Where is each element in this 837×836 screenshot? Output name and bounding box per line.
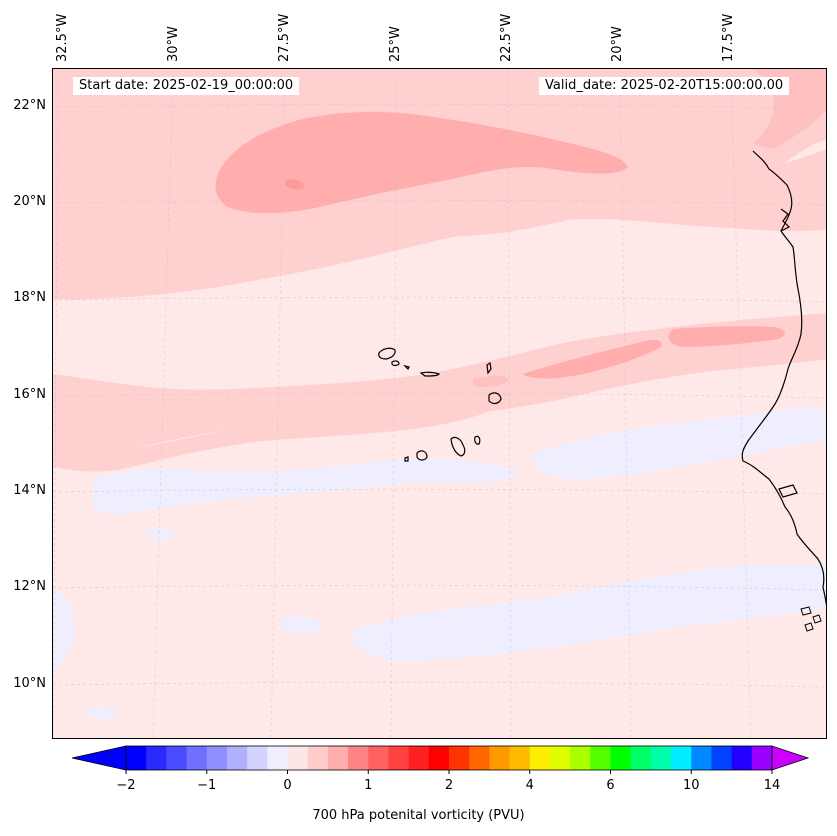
colorbar-segment [650,746,672,770]
pv-negative-patch-east [532,408,826,480]
colorbar-tick-label: 1 [364,778,373,793]
pv-negative-patch-small-1 [283,616,322,635]
lat-label-22n: 22°N [13,98,46,113]
colorbar-tick-label: −2 [116,778,136,793]
coastline-notch-1 [780,208,791,232]
island-boa-vista [488,392,502,405]
island-santa-luzia [403,364,410,371]
colorbar-segment [388,746,410,770]
colorbar-segment [509,746,531,770]
colorbar-segment [590,746,611,770]
pv-band-upper-light-2 [53,149,826,300]
pv-small-spot [285,179,305,190]
colorbar-segment [408,746,430,770]
colorbar-tick-label: 2 [444,778,454,793]
colorbar-segment [368,746,389,770]
lat-label-16n: 16°N [13,387,46,402]
island-fogo [416,450,428,461]
map-contour-svg [53,69,826,738]
colorbar-segment [489,746,511,770]
island-santo-antao [378,347,396,360]
island-sao-nicolau [419,371,440,377]
island-maio [474,435,481,445]
colorbar-segment [549,746,571,770]
colorbar-tick-label: 4 [525,778,534,793]
colorbar-segment [307,746,329,770]
valid-date-label: Valid_date: 2025-02-20T15:00:00.00 [539,77,790,95]
island-sao-vicente [391,360,400,367]
lat-label-18n: 18°N [13,290,46,305]
west-africa-coastline [741,150,826,606]
lat-label-10n: 10°N [13,676,46,691]
pv-negative-patch-south [352,564,826,662]
colorbar-title: 700 hPa potenital vorticity (PVU) [312,808,525,823]
colorbar-segment [267,746,288,770]
colorbar-svg [71,745,810,774]
colorbar-segment [428,746,450,770]
colorbar-tick-label: 0 [283,778,292,793]
map-panel [52,68,827,739]
colorbar-segment [247,746,268,770]
colorbar-segment [287,746,309,770]
island-santiago [450,436,466,457]
graticule [53,69,826,738]
pv-negative-patch-small-2 [88,707,116,720]
colorbar-segment [751,746,773,770]
colorbar-extend-low [71,745,127,771]
colorbar-segment [630,746,652,770]
coastline-bissagos [800,606,822,632]
pv-band-middle-medium-3 [473,375,508,388]
start-date-label: Start date: 2025-02-19_00:00:00 [73,77,300,95]
pv-band-middle-medium-2 [668,326,785,347]
colorbar-tick-label: 14 [763,778,781,793]
colorbar-segment [348,746,369,770]
island-brava [404,456,409,462]
colorbar-segment [529,746,551,770]
lat-label-20n: 20°N [13,194,46,209]
colorbar-segment [469,746,490,770]
colorbar-segment [327,746,349,770]
island-sal [486,361,492,375]
colorbar-segment [186,746,208,770]
colorbar-segment [610,746,632,770]
colorbar-segment [146,746,167,770]
pv-negative-patch-small-3 [148,527,174,541]
lat-label-14n: 14°N [13,483,46,498]
colorbar-segment [691,746,712,770]
coastline-gambia [778,484,798,498]
colorbar-segment [570,746,591,770]
lat-label-12n: 12°N [13,579,46,594]
colorbar-extend-high [771,745,810,771]
colorbar-segment [731,746,753,770]
colorbar-segment [711,746,733,770]
colorbar-segment [449,746,470,770]
pv-band-middle-medium [523,339,662,379]
colorbar-tick-label: −1 [197,778,217,793]
pv-band-upper-medium [215,111,628,214]
colorbar-segment [126,746,147,770]
pv-negative-patch-sw [53,589,75,669]
colorbar-segment [166,746,188,770]
colorbar-tick-label: 6 [606,778,615,793]
colorbar-tick-label: 10 [682,778,700,793]
pv-negative-patch-west [92,458,516,515]
colorbar-segment [671,746,692,770]
colorbar-segment [226,746,248,770]
pv-band-middle-lower [53,399,513,472]
cape-verde-islands [378,347,502,462]
colorbar-segment [206,746,228,770]
